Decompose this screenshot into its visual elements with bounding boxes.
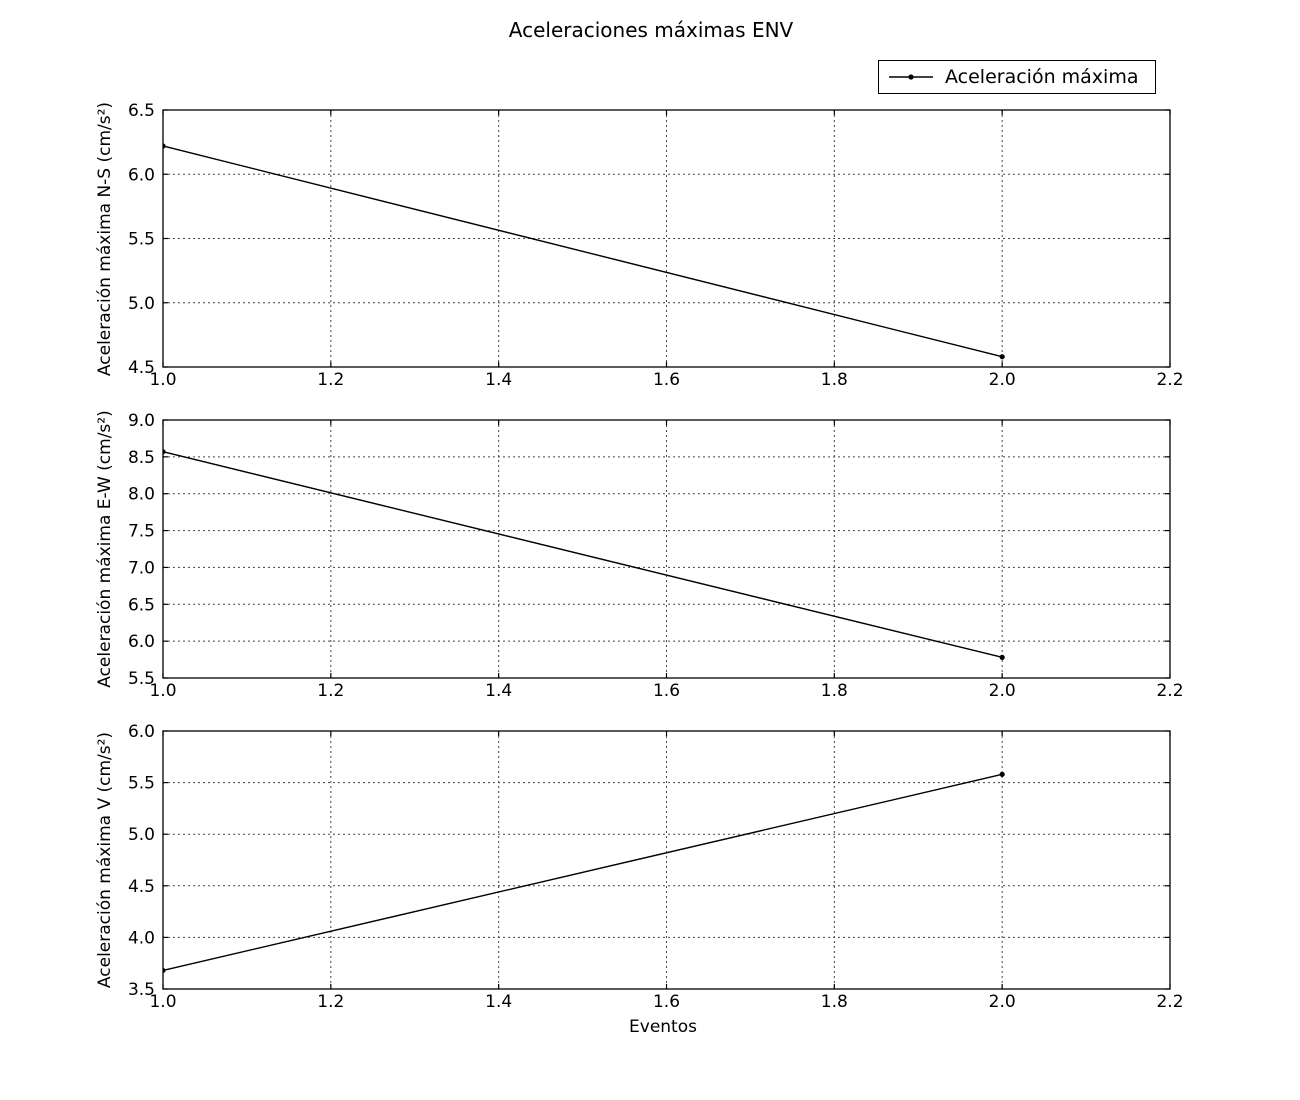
y-tick-label: 4.0	[128, 928, 155, 948]
y-tick-label: 6.5	[128, 101, 155, 121]
x-tick-label: 1.6	[653, 992, 680, 1012]
y-tick-label: 6.0	[128, 165, 155, 185]
subplot-1: 1.0 1.2 1.4 1.6 1.8 2.0 2.2 5.5 6.0 6.5 7.0 7.5 8.0 8…	[128, 411, 1184, 701]
y-tick-label: 4.5	[128, 877, 155, 897]
y-tick-label: 5.5	[128, 230, 155, 250]
subplot-2: 1.0 1.2 1.4 1.6 1.8 2.0 2.2 3.5 4.0 4.5 5.0 5.5 6.0	[128, 722, 1184, 1012]
x-tick-label: 2.0	[989, 681, 1016, 701]
y-tick-label: 5.5	[128, 774, 155, 794]
y-tick-label: 3.5	[128, 980, 155, 1000]
y-tick-label: 5.5	[128, 669, 155, 689]
x-tick-label: 1.0	[149, 681, 176, 701]
x-tick-label: 1.4	[485, 681, 512, 701]
x-tick-label: 2.2	[1156, 992, 1183, 1012]
y-tick-label: 7.5	[128, 522, 155, 542]
series-group	[162, 449, 1005, 660]
y-tick-label: 5.0	[128, 294, 155, 314]
x-tick-label: 1.8	[821, 992, 848, 1012]
y-tick-label: 4.5	[128, 358, 155, 378]
x-tick-label: 1.0	[149, 992, 176, 1012]
series-group	[162, 771, 1005, 974]
data-point	[999, 654, 1005, 660]
legend: Aceleración máxima	[878, 60, 1156, 94]
x-tick-label: 1.6	[653, 681, 680, 701]
x-tick-label: 1.2	[317, 370, 344, 390]
x-tick-label: 1.2	[317, 681, 344, 701]
ylabel-ns: Aceleración máxima N-S (cm/s²)	[95, 101, 115, 377]
data-point	[999, 354, 1005, 360]
y-tick-label: 5.0	[128, 825, 155, 845]
figure-title: Aceleraciones máximas ENV	[508, 18, 794, 42]
x-tick-label: 2.0	[989, 992, 1016, 1012]
y-tick-label: 7.0	[128, 558, 155, 578]
series-group	[162, 143, 1005, 360]
y-tick-label: 8.5	[128, 448, 155, 468]
series-line	[162, 451, 1003, 659]
legend-label: Aceleración máxima	[945, 66, 1139, 88]
y-tick-label: 8.0	[128, 485, 155, 505]
x-tick-label: 2.2	[1156, 681, 1183, 701]
x-tick-label: 2.0	[989, 370, 1016, 390]
y-tick-label: 6.0	[128, 722, 155, 742]
x-tick-label: 1.6	[653, 370, 680, 390]
x-tick-label: 1.2	[317, 992, 344, 1012]
axes-frame	[162, 419, 1171, 679]
ylabel-ew: Aceleración máxima E-W (cm/s²)	[95, 410, 115, 688]
y-tick-label: 9.0	[128, 411, 155, 431]
series-line	[162, 773, 1003, 972]
x-tick-label: 2.2	[1156, 370, 1183, 390]
x-tick-label: 1.8	[821, 370, 848, 390]
series-line	[162, 145, 1003, 358]
x-tick-label: 1.4	[485, 992, 512, 1012]
data-point	[162, 143, 166, 149]
x-tick-label: 1.8	[821, 681, 848, 701]
y-tick-label: 6.0	[128, 632, 155, 652]
data-point	[999, 771, 1005, 777]
x-tick-label: 1.0	[149, 370, 176, 390]
y-tick-label: 6.5	[128, 595, 155, 615]
data-point	[162, 449, 166, 455]
axes-frame	[162, 730, 1171, 990]
x-tick-label: 1.4	[485, 370, 512, 390]
data-point	[162, 967, 166, 974]
ylabel-v: Aceleración máxima V (cm/s²)	[95, 731, 115, 989]
subplot-0: 1.0 1.2 1.4 1.6 1.8 2.0 2.2 4.5 5.0 5.5 6.0 6.5	[128, 101, 1184, 390]
legend-line-marker-icon	[889, 74, 933, 80]
xlabel: Eventos	[629, 1017, 697, 1037]
